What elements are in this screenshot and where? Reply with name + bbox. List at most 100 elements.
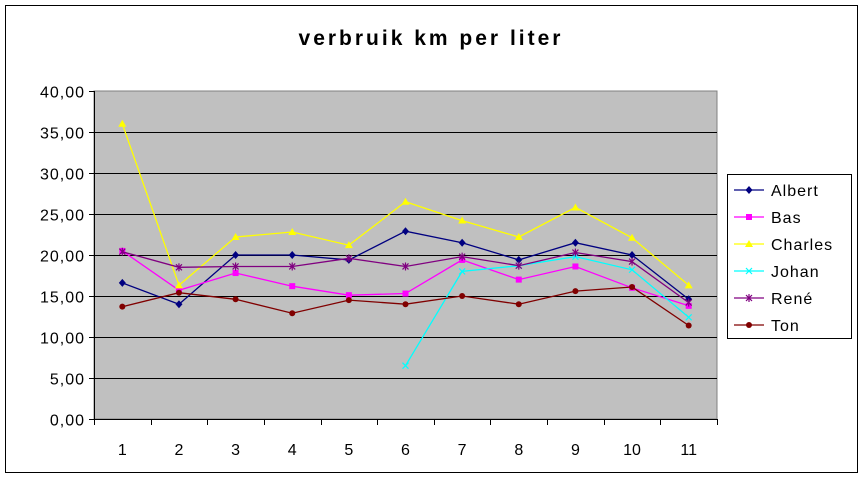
data-point — [571, 238, 579, 247]
y-tick-label: 5,00 — [50, 372, 85, 389]
x-tick-label: 8 — [514, 442, 523, 459]
x-tick-label: 1 — [118, 442, 127, 459]
data-point — [401, 197, 410, 205]
series-ren- — [118, 247, 693, 307]
data-point — [118, 119, 127, 127]
series-line — [404, 255, 690, 367]
data-point — [459, 293, 466, 299]
data-point — [288, 251, 296, 259]
data-point — [174, 281, 183, 289]
chart-title: verbruik km per liter — [299, 27, 564, 50]
legend-box — [727, 174, 852, 339]
data-point — [175, 289, 182, 296]
data-point — [175, 263, 183, 272]
data-point — [345, 292, 352, 299]
y-tick-label: 20,00 — [40, 249, 85, 266]
data-point — [288, 228, 297, 236]
y-axis: 0,00 5,00 10,00 15,00 20,00 25,00 30,00 35,00 40… — [40, 85, 95, 430]
legend-label: Ton — [771, 318, 800, 335]
legend-item: Albert — [734, 183, 819, 200]
data-point — [515, 261, 523, 270]
data-point — [515, 301, 522, 308]
x-tick-label: 5 — [344, 442, 353, 459]
x-tick-label: 10 — [623, 442, 641, 459]
data-point — [685, 313, 693, 321]
legend-label: Charles — [771, 237, 833, 254]
data-point — [232, 262, 240, 271]
data-point — [232, 296, 239, 303]
data-point — [289, 283, 296, 290]
x-tick-label: 7 — [458, 442, 467, 459]
legend: Albert Bas Charles Johan René Ton — [727, 174, 852, 339]
data-point — [628, 233, 637, 241]
data-point — [629, 283, 636, 290]
data-point — [745, 186, 753, 194]
data-point — [119, 303, 126, 310]
series-charles — [118, 119, 693, 289]
legend-label: Bas — [771, 210, 802, 227]
legend-label: René — [771, 291, 813, 308]
data-point — [402, 362, 409, 370]
data-point — [344, 241, 353, 249]
data-point — [402, 262, 409, 271]
data-point — [458, 252, 466, 261]
y-tick-label: 10,00 — [40, 331, 85, 348]
legend-label: Johan — [771, 264, 820, 281]
data-point — [571, 203, 580, 211]
legend-item: Johan — [734, 264, 820, 281]
data-point — [402, 301, 409, 308]
legend-item: Bas — [734, 210, 802, 227]
legend-label: Albert — [771, 183, 819, 200]
data-point — [628, 266, 636, 274]
data-point — [232, 251, 240, 259]
y-tick-label: 35,00 — [40, 126, 85, 143]
data-point — [746, 214, 752, 220]
y-tick-label: 15,00 — [40, 290, 85, 307]
data-point — [458, 216, 467, 224]
data-point — [118, 247, 126, 256]
data-point — [345, 254, 353, 263]
x-tick-label: 9 — [571, 442, 580, 459]
data-point — [515, 276, 522, 283]
series-layer — [118, 119, 693, 370]
data-point — [231, 232, 240, 240]
y-tick-label: 40,00 — [40, 85, 85, 102]
x-tick-label: 4 — [288, 442, 297, 459]
data-point — [628, 251, 636, 259]
data-point — [745, 294, 753, 302]
x-tick-label: 11 — [680, 442, 697, 459]
data-point — [684, 281, 693, 289]
data-point — [745, 240, 753, 247]
data-point — [175, 300, 183, 309]
data-point — [118, 278, 126, 287]
x-tick-label: 3 — [231, 442, 240, 459]
y-tick-label: 0,00 — [50, 413, 85, 430]
data-point — [458, 238, 466, 247]
data-point — [628, 257, 636, 266]
legend-item: Ton — [734, 318, 800, 335]
data-point — [572, 288, 579, 295]
data-point — [289, 310, 296, 317]
data-point — [746, 322, 752, 328]
data-point — [514, 232, 523, 240]
data-point — [685, 322, 692, 329]
legend-item: Charles — [734, 237, 833, 254]
data-point — [745, 267, 753, 275]
data-point — [685, 298, 693, 307]
data-point — [288, 262, 296, 271]
x-tick-label: 2 — [175, 442, 184, 459]
data-point — [402, 290, 409, 297]
data-point — [572, 263, 579, 270]
data-point — [402, 227, 409, 236]
y-tick-label: 25,00 — [40, 208, 85, 225]
data-point — [571, 248, 579, 257]
series-ton — [119, 283, 692, 329]
data-point — [345, 297, 352, 304]
data-point — [458, 267, 466, 275]
data-point — [515, 255, 523, 264]
y-tick-label: 30,00 — [40, 167, 85, 184]
legend-item: René — [734, 291, 813, 308]
x-tick-label: 6 — [401, 442, 410, 459]
